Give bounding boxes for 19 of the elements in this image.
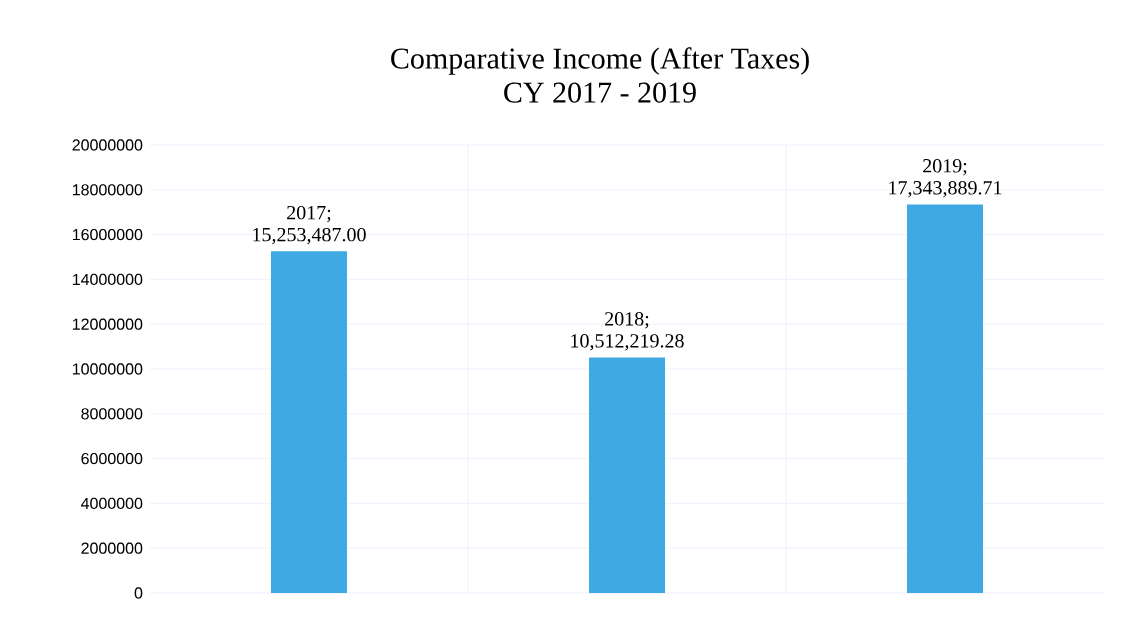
y-tick-label: 2000000 <box>81 542 143 554</box>
y-tick-label: 0 <box>134 587 143 599</box>
bar <box>589 357 666 593</box>
y-tick-label: 18000000 <box>72 184 143 196</box>
y-tick-label: 10000000 <box>72 363 143 375</box>
bar <box>271 251 347 593</box>
y-tick-label: 6000000 <box>81 452 143 465</box>
data-label: 2017; 15,253,487.00 <box>253 205 366 245</box>
data-label: 2018; 10,512,219.28 <box>571 312 684 351</box>
chart-title: Comparative Income (After Taxes) <box>391 47 809 75</box>
data-label: 2019; 17,343,889.71 <box>889 159 1002 198</box>
bar <box>907 204 983 593</box>
chart-subtitle: CY 2017 - 2019 <box>504 82 696 103</box>
y-tick-label: 20000000 <box>72 139 143 151</box>
y-tick-label: 14000000 <box>72 273 143 286</box>
y-tick-label: 8000000 <box>81 408 143 420</box>
y-tick-label: 16000000 <box>72 228 143 241</box>
y-tick-label: 4000000 <box>81 497 143 510</box>
y-tick-label: 12000000 <box>72 318 143 330</box>
